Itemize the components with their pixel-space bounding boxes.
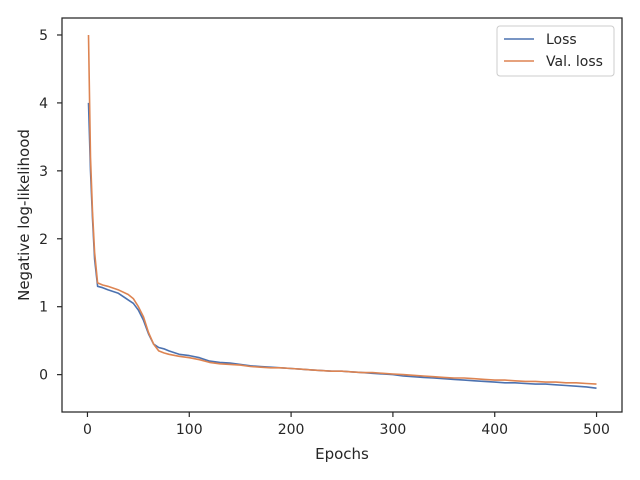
y-tick-label: 1 (39, 300, 48, 316)
series-line-val-loss (87, 34, 597, 385)
plot-background (62, 18, 622, 412)
y-tick-label: 5 (39, 28, 48, 44)
x-tick-label: 300 (380, 422, 407, 438)
x-tick-label: 400 (481, 422, 508, 438)
x-tick-label: 500 (583, 422, 610, 438)
y-axis: 0 1 2 3 4 5 (39, 28, 62, 384)
y-tick-label: 2 (39, 232, 48, 248)
legend: Loss Val. loss (496, 25, 615, 77)
x-axis: 0 100 200 300 400 500 (83, 412, 610, 438)
plot-frame (61, 17, 623, 413)
series-layer (87, 34, 597, 389)
legend-label-loss: Loss (546, 32, 577, 48)
x-tick-label: 100 (176, 422, 203, 438)
x-tick-label: 0 (83, 422, 92, 438)
x-axis-label: Epochs (315, 445, 369, 463)
x-tick-label: 200 (278, 422, 305, 438)
y-tick-label: 3 (39, 164, 48, 180)
y-tick-label: 0 (39, 368, 48, 384)
y-axis-label: Negative log-likelihood (15, 129, 33, 301)
y-tick-label: 4 (39, 96, 48, 112)
legend-label-val-loss: Val. loss (546, 54, 603, 70)
